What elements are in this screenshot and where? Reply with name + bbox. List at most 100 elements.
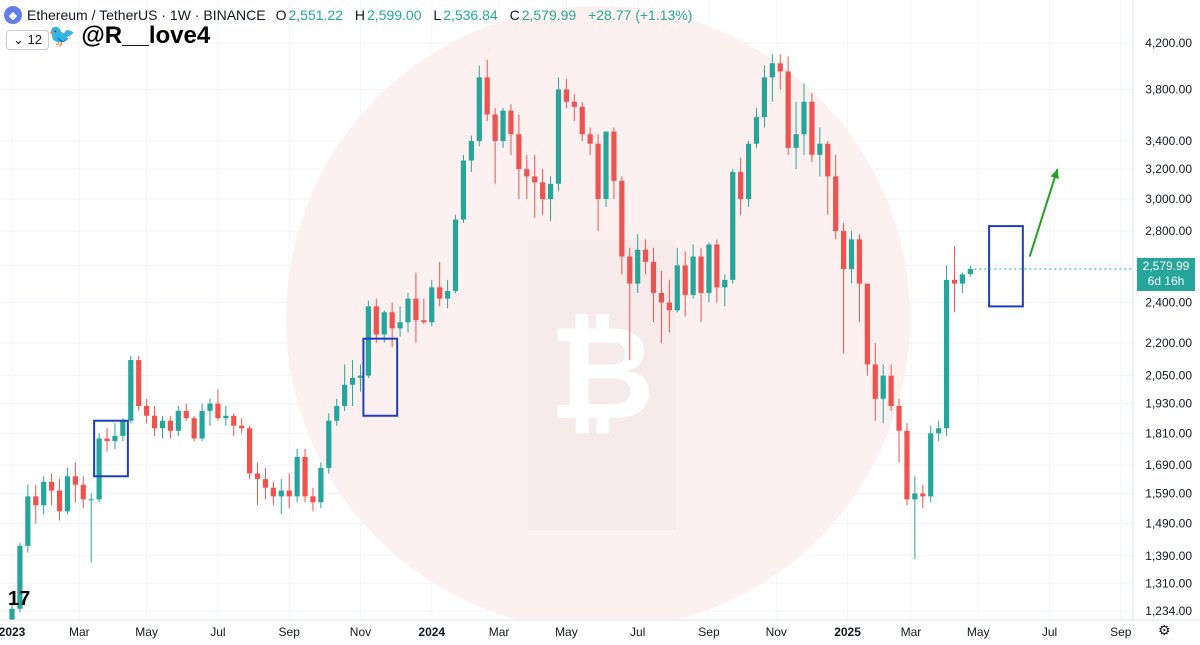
y-tick-label: 3,800.00	[1145, 82, 1192, 96]
candle-body	[17, 545, 23, 609]
candle-body	[112, 435, 118, 442]
candle-body	[476, 77, 482, 141]
x-tick-label: May	[135, 625, 158, 639]
candle-body	[437, 287, 443, 299]
x-tick-label: Nov	[350, 625, 371, 639]
candle-body	[452, 219, 459, 292]
ethereum-icon: ◆	[4, 6, 22, 24]
candle-body	[175, 410, 181, 431]
current-price-tag: 2,579.99 6d 16h	[1137, 258, 1195, 291]
candle-body	[247, 428, 253, 474]
candle-body	[381, 312, 387, 335]
candle-body	[445, 291, 451, 299]
y-tick-label: 1,234.00	[1145, 604, 1192, 618]
candle-body	[56, 490, 63, 512]
x-tick-label: May	[967, 625, 990, 639]
candle-body	[880, 375, 886, 399]
time-axis-bg	[0, 620, 1200, 645]
candle-body	[223, 415, 229, 419]
candle-body	[904, 430, 910, 500]
candle-body	[373, 306, 379, 335]
x-tick-label: Sep	[1110, 625, 1132, 639]
y-tick-label: 3,200.00	[1145, 162, 1192, 176]
candle-body	[318, 467, 324, 503]
candle-body	[25, 496, 31, 546]
candle-body	[524, 169, 530, 177]
candle-body	[650, 261, 657, 293]
candle-body	[730, 172, 736, 280]
candle-body	[429, 287, 435, 323]
arrow-line	[1028, 168, 1059, 257]
interval-selector[interactable]: ⌄ 12	[6, 30, 49, 50]
highlight-box	[362, 337, 399, 417]
candle-body	[120, 420, 126, 436]
candle-body	[959, 274, 965, 284]
candle-body	[310, 496, 316, 503]
candle-body	[943, 279, 950, 429]
settings-gear-icon[interactable]: ⚙	[1158, 622, 1171, 638]
candle-body	[611, 131, 617, 181]
twitter-bird-icon: 🐦	[48, 23, 76, 48]
highlight-box	[93, 419, 129, 478]
candle-body	[349, 377, 356, 385]
candle-body	[738, 172, 744, 200]
candle-body	[72, 476, 78, 485]
highlight-boxes	[93, 225, 1024, 478]
bitcoin-watermark: ₿	[286, 6, 910, 630]
tradingview-logo-icon[interactable]: 17	[8, 588, 31, 610]
candle-body	[183, 410, 189, 419]
y-tick-label: 1,930.00	[1145, 397, 1192, 411]
x-tick-label: Mar	[489, 625, 510, 639]
candle-body	[888, 375, 894, 406]
candle-body	[872, 364, 878, 399]
y-tick-label: 4,200.00	[1145, 36, 1192, 50]
candle-body	[563, 89, 569, 102]
candle-body	[191, 418, 197, 439]
candle-body	[817, 143, 823, 155]
watermark-bitcoin-icon: ₿	[549, 297, 655, 449]
candle-body	[761, 77, 767, 118]
candle-body	[278, 490, 284, 497]
candle-body	[936, 428, 942, 434]
candle-body	[571, 101, 577, 107]
candle-body	[801, 101, 807, 135]
toolbar-row: ⌄ 12	[6, 30, 55, 50]
candle-body	[231, 415, 237, 426]
y-tick-label: 1,690.00	[1145, 458, 1192, 472]
candle-body	[587, 134, 593, 144]
candle-body	[627, 256, 633, 284]
candle-body	[389, 312, 395, 329]
candle-body	[144, 405, 150, 416]
candle-body	[33, 496, 39, 506]
candle-body	[270, 487, 276, 497]
x-tick-label: 2023	[0, 625, 26, 639]
close-value: 2,579.99	[521, 7, 577, 23]
candle-body	[864, 283, 870, 365]
candle-body	[555, 89, 562, 184]
symbol-header: ◆ Ethereum / TetherUS · 1W · BINANCE O 2,…	[4, 6, 692, 24]
candle-body	[262, 479, 269, 488]
candle-body	[706, 244, 712, 293]
candle-body	[682, 265, 688, 295]
symbol-title[interactable]: Ethereum / TetherUS · 1W · BINANCE	[27, 7, 266, 23]
candle-body	[468, 140, 474, 161]
x-tick-label: Nov	[766, 625, 787, 639]
y-tick-label: 2,200.00	[1145, 336, 1192, 350]
candle-body	[920, 493, 926, 497]
candle-body	[80, 484, 86, 500]
candle-body	[619, 180, 625, 257]
candle-body	[714, 244, 720, 288]
candle-body	[833, 176, 839, 232]
highlight-box	[988, 225, 1024, 308]
candle-body	[405, 298, 411, 323]
candle-body	[848, 239, 855, 269]
candle-body	[136, 360, 142, 406]
candle-body	[579, 106, 585, 135]
candle-body	[635, 249, 641, 284]
candle-body	[88, 499, 94, 501]
candle-body	[286, 490, 292, 497]
low-value: 2,536.84	[443, 7, 498, 23]
ohlc-values: O 2,551.22 H 2,599.00 L 2,536.84 C 2,579.99 …	[275, 7, 693, 23]
candle-body	[151, 415, 158, 429]
